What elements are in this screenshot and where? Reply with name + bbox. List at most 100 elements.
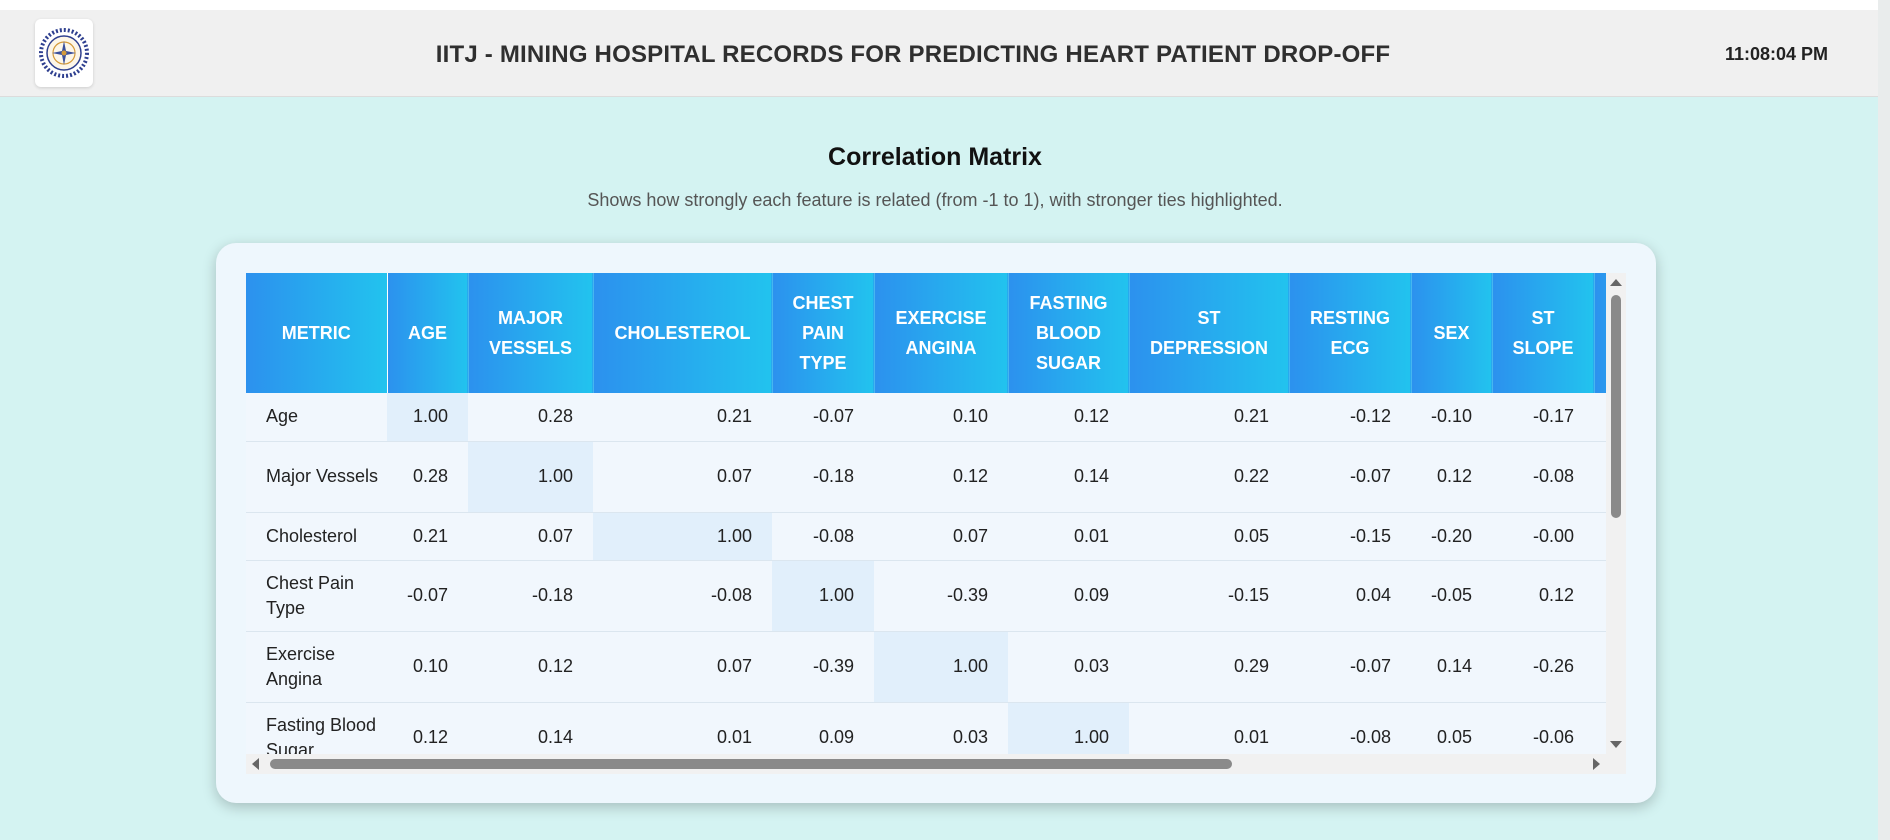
- table-cell: 0.03: [874, 702, 1008, 754]
- table-cell: 0.01: [1008, 512, 1129, 561]
- table-cell: 0.14: [468, 702, 593, 754]
- table-cell: 0.14: [1411, 631, 1492, 703]
- table-cell: 1.00: [874, 631, 1008, 703]
- table-cell: 0.12: [1008, 393, 1129, 442]
- table-cell: 1.00: [1008, 702, 1129, 754]
- table-cell: 0.01: [593, 702, 772, 754]
- table-cell: -0.08: [1289, 702, 1411, 754]
- correlation-table-viewport[interactable]: Metric Age Major Vessels Cholesterol Che…: [246, 273, 1606, 754]
- table-cell: -0.15: [1289, 512, 1411, 561]
- table-cell: 0.12: [1411, 441, 1492, 513]
- window-edge: [1878, 0, 1890, 840]
- table-cell-overflow: [1594, 512, 1606, 561]
- vertical-scroll-thumb[interactable]: [1611, 295, 1621, 518]
- table-cell: 0.21: [1129, 393, 1289, 442]
- column-header[interactable]: Age: [386, 273, 468, 393]
- clock-display: 11:08:04 PM: [1724, 44, 1828, 64]
- table-cell-overflow: [1594, 631, 1606, 703]
- table-row: Fasting Blood Sugar 0.12 0.14 0.01 0.09 …: [246, 702, 1606, 754]
- scroll-right-arrow-icon[interactable]: [1593, 758, 1600, 770]
- table-cell: 0.05: [1129, 512, 1289, 561]
- row-label: Exercise Angina: [246, 631, 387, 703]
- table-header-row: Metric Age Major Vessels Cholesterol Che…: [246, 273, 1606, 393]
- table-cell: 0.29: [1129, 631, 1289, 703]
- table-cell: 0.14: [1008, 441, 1129, 513]
- table-cell: 0.21: [593, 393, 772, 442]
- table-row: Chest Pain Type -0.07 -0.18 -0.08 1.00 -…: [246, 560, 1606, 632]
- app-header: IITJ - MINING HOSPITAL RECORDS FOR PREDI…: [0, 10, 1878, 97]
- table-cell: 0.04: [1289, 560, 1411, 632]
- table-cell: 0.07: [874, 512, 1008, 561]
- table-cell: -0.00: [1492, 512, 1594, 561]
- table-cell: 0.21: [387, 512, 468, 561]
- column-header[interactable]: ST Depression: [1128, 273, 1289, 393]
- institute-seal-icon: [39, 28, 89, 78]
- table-cell: 1.00: [593, 512, 772, 561]
- row-label: Major Vessels: [246, 441, 387, 513]
- table-cell-overflow: [1594, 560, 1606, 632]
- scroll-left-arrow-icon[interactable]: [252, 758, 259, 770]
- table-row: Age 1.00 0.28 0.21 -0.07 0.10 0.12 0.21 …: [246, 393, 1606, 442]
- column-header[interactable]: ST Slope: [1491, 273, 1594, 393]
- row-label: Age: [246, 393, 387, 442]
- table-cell: -0.10: [1411, 393, 1492, 442]
- table-cell: -0.15: [1129, 560, 1289, 632]
- scroll-up-arrow-icon[interactable]: [1610, 279, 1622, 286]
- table-cell: -0.39: [874, 560, 1008, 632]
- table-cell: 0.07: [593, 441, 772, 513]
- horizontal-scroll-thumb[interactable]: [270, 759, 1232, 769]
- table-cell: 0.09: [772, 702, 874, 754]
- table-cell: 0.22: [1129, 441, 1289, 513]
- table-cell-overflow: [1594, 393, 1606, 442]
- row-label: Cholesterol: [246, 512, 387, 561]
- table-cell: 0.07: [468, 512, 593, 561]
- vertical-scrollbar[interactable]: [1606, 273, 1626, 754]
- table-cell: -0.18: [772, 441, 874, 513]
- table-cell: -0.12: [1289, 393, 1411, 442]
- column-header[interactable]: Metric: [246, 273, 388, 393]
- row-label: Chest Pain Type: [246, 560, 387, 632]
- row-label: Fasting Blood Sugar: [246, 702, 387, 754]
- table-cell: -0.08: [593, 560, 772, 632]
- table-cell: 0.10: [874, 393, 1008, 442]
- column-header[interactable]: Major Vessels: [467, 273, 593, 393]
- table-cell: 0.28: [387, 441, 468, 513]
- correlation-table: Metric Age Major Vessels Cholesterol Che…: [246, 273, 1606, 754]
- section-title: Correlation Matrix: [828, 143, 1042, 171]
- column-header[interactable]: Sex: [1410, 273, 1492, 393]
- table-cell: 1.00: [468, 441, 593, 513]
- table-cell: -0.18: [468, 560, 593, 632]
- horizontal-scrollbar[interactable]: [246, 754, 1626, 774]
- table-cell: -0.39: [772, 631, 874, 703]
- table-cell: -0.05: [1411, 560, 1492, 632]
- table-row: Cholesterol 0.21 0.07 1.00 -0.08 0.07 0.…: [246, 512, 1606, 561]
- table-cell: -0.08: [772, 512, 874, 561]
- column-header[interactable]: Cholesterol: [592, 273, 772, 393]
- table-cell: 0.12: [387, 702, 468, 754]
- column-header-overflow: [1593, 273, 1606, 393]
- table-cell: 0.09: [1008, 560, 1129, 632]
- column-header[interactable]: Exercise Angina: [873, 273, 1008, 393]
- table-cell: 0.28: [468, 393, 593, 442]
- table-row: Exercise Angina 0.10 0.12 0.07 -0.39 1.0…: [246, 631, 1606, 703]
- table-cell: -0.20: [1411, 512, 1492, 561]
- browser-top-strip: [0, 0, 1878, 10]
- table-cell: 0.07: [593, 631, 772, 703]
- table-cell: -0.26: [1492, 631, 1594, 703]
- column-header[interactable]: Fasting Blood Sugar: [1007, 273, 1129, 393]
- table-cell-overflow: [1594, 702, 1606, 754]
- table-cell-overflow: [1594, 441, 1606, 513]
- table-cell: 0.05: [1411, 702, 1492, 754]
- table-cell: -0.06: [1492, 702, 1594, 754]
- table-cell: -0.08: [1492, 441, 1594, 513]
- institute-logo[interactable]: [35, 19, 93, 87]
- table-cell: 1.00: [387, 393, 468, 442]
- table-cell: -0.07: [1289, 441, 1411, 513]
- column-header[interactable]: Chest Pain Type: [771, 273, 874, 393]
- table-cell: 0.10: [387, 631, 468, 703]
- table-row: Major Vessels 0.28 1.00 0.07 -0.18 0.12 …: [246, 441, 1606, 513]
- column-header[interactable]: Resting ECG: [1288, 273, 1411, 393]
- table-cell: 0.12: [1492, 560, 1594, 632]
- table-cell: 0.03: [1008, 631, 1129, 703]
- scroll-down-arrow-icon[interactable]: [1610, 741, 1622, 748]
